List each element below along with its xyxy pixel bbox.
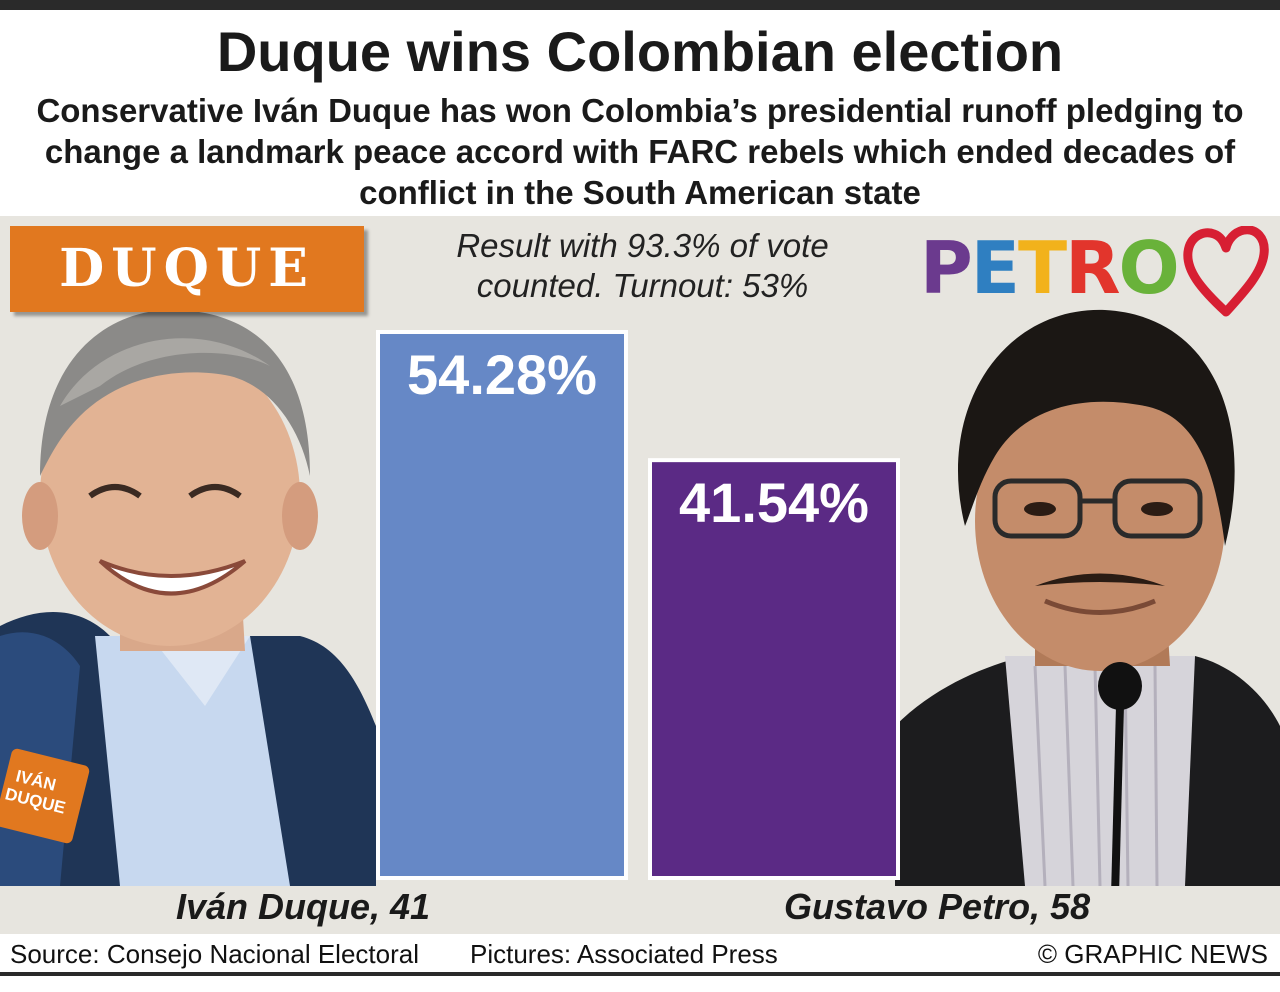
petro-logo-letter: E — [970, 226, 1020, 310]
duque-name-label: Iván Duque, 41 — [176, 886, 431, 927]
result-note-line-2: counted. Turnout: 53% — [476, 267, 809, 304]
duque-photo: IVÁN DUQUE — [0, 306, 380, 886]
top-rule — [0, 0, 1280, 10]
petro-logo-letter: T — [1017, 226, 1067, 310]
petro-logo-word: PETRO — [920, 226, 1180, 310]
graphic-news-credit: © GRAPHIC NEWS — [1037, 939, 1268, 969]
bar-label-petro: 41.54% — [679, 471, 869, 534]
results-panel: IVÁN DUQUE — [0, 216, 1280, 934]
result-note: Result with 93.3% of vote counted. Turno… — [420, 226, 865, 306]
heart-icon — [1183, 226, 1269, 317]
petro-photo — [895, 306, 1280, 886]
bar-chart: 54.28% 41.54% — [376, 330, 900, 880]
bar-label-duque: 54.28% — [407, 343, 597, 406]
bar-duque — [376, 330, 628, 880]
pictures-credit: Pictures: Associated Press — [470, 939, 778, 969]
header: Duque wins Colombian election Conservati… — [0, 10, 1280, 216]
source-credit: Source: Consejo Nacional Electoral — [10, 939, 419, 969]
duque-logo-text: DUQUE — [59, 238, 315, 299]
bottom-rule — [0, 972, 1280, 976]
headline: Duque wins Colombian election — [216, 20, 1064, 83]
petro-logo-letter: R — [1065, 226, 1120, 310]
petro-name-label: Gustavo Petro, 58 — [784, 886, 1091, 927]
subheadline: Conservative Iván Duque has won Colombia… — [36, 92, 1244, 211]
duque-logo: DUQUE — [10, 226, 364, 312]
bar-petro — [648, 458, 900, 880]
footer: Source: Consejo Nacional Electoral Pictu… — [0, 934, 1280, 972]
result-note-line-1: Result with 93.3% of vote — [456, 227, 829, 264]
petro-logo: PETRO — [920, 222, 1272, 322]
petro-logo-letter: P — [920, 226, 973, 310]
petro-logo-letter: O — [1118, 226, 1180, 310]
